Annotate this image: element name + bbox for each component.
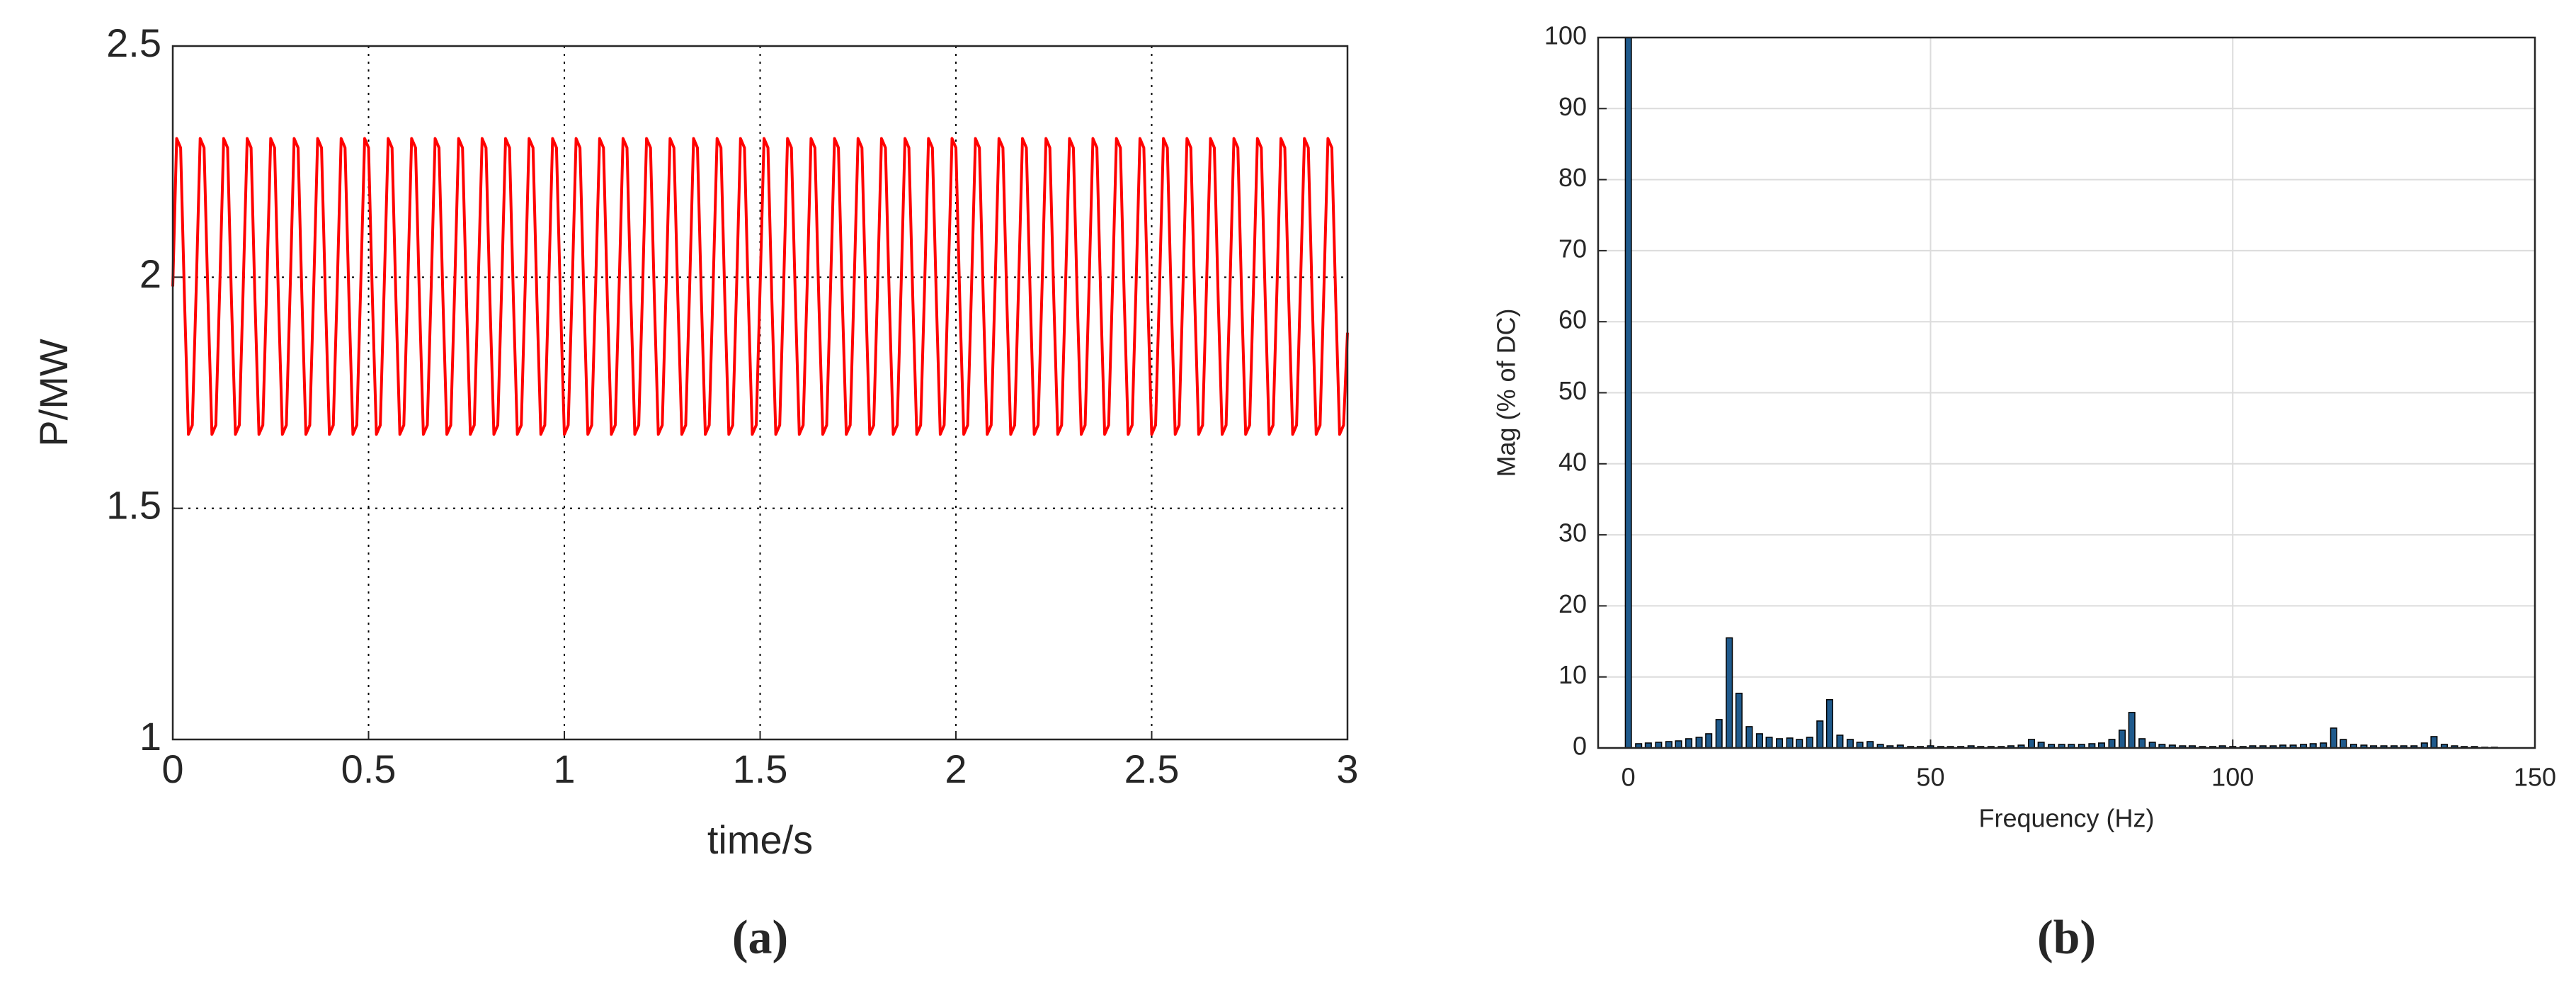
bar xyxy=(1715,719,1723,749)
y-axis-label: Mag (% of DC) xyxy=(1492,308,1521,477)
y-tick-label: 1.5 xyxy=(106,482,161,527)
bar xyxy=(1624,37,1632,749)
plot-frame xyxy=(1597,36,2536,749)
y-tick-label: 40 xyxy=(1558,447,1587,476)
bar xyxy=(1755,733,1763,749)
x-tick-label: 1 xyxy=(553,747,575,791)
bar xyxy=(1765,737,1773,749)
x-tick-label: 0 xyxy=(161,747,183,791)
bar xyxy=(1816,720,1824,749)
bar xyxy=(1806,737,1813,749)
x-tick-label: 1.5 xyxy=(733,747,788,791)
x-tick-label: 2 xyxy=(945,747,967,791)
bar xyxy=(2138,738,2146,749)
bar xyxy=(1695,737,1703,749)
bar xyxy=(1846,739,1854,749)
y-tick-label: 1 xyxy=(139,714,161,759)
bar xyxy=(1675,740,1682,749)
bar xyxy=(1745,726,1753,749)
x-axis-label: time/s xyxy=(707,817,813,862)
x-tick-label: 3 xyxy=(1336,747,1358,791)
plot-area xyxy=(173,46,1347,739)
y-tick-label: 70 xyxy=(1558,234,1587,263)
bar xyxy=(1705,733,1713,749)
y-tick-label: 50 xyxy=(1558,376,1587,405)
bar xyxy=(2119,730,2126,749)
bar xyxy=(1786,737,1794,749)
y-tick-label: 80 xyxy=(1558,163,1587,192)
x-tick-label: 50 xyxy=(1916,763,1944,792)
bar xyxy=(2128,712,2136,749)
y-axis-label: P/MW xyxy=(31,339,76,447)
y-tick-label: 2.5 xyxy=(106,21,161,65)
bar xyxy=(2340,739,2347,749)
plot-frame xyxy=(171,45,1349,741)
y-tick-label: 100 xyxy=(1544,21,1587,50)
panel-label: (a) xyxy=(732,910,788,964)
bar xyxy=(1825,699,1833,749)
bar xyxy=(1796,739,1803,749)
x-tick-label: 0 xyxy=(1622,763,1636,792)
y-tick-label: 0 xyxy=(1573,732,1587,761)
bar xyxy=(1776,738,1784,749)
x-tick-label: 100 xyxy=(2211,763,2254,792)
y-tick-label: 2 xyxy=(139,251,161,296)
panel-label: (b) xyxy=(2037,910,2096,964)
bar xyxy=(1685,738,1693,749)
y-tick-label: 20 xyxy=(1558,589,1587,618)
y-tick-label: 60 xyxy=(1558,305,1587,334)
bar xyxy=(1867,741,1874,749)
bar xyxy=(1735,693,1743,749)
bar xyxy=(2430,736,2438,749)
bar xyxy=(1665,741,1672,749)
y-tick-label: 10 xyxy=(1558,660,1587,689)
x-tick-label: 0.5 xyxy=(341,747,397,791)
x-tick-label: 150 xyxy=(2514,763,2556,792)
bar xyxy=(2027,739,2036,749)
y-tick-label: 90 xyxy=(1558,92,1587,121)
bar xyxy=(1836,735,1844,749)
x-tick-label: 2.5 xyxy=(1124,747,1180,791)
bar xyxy=(1726,637,1733,749)
bar xyxy=(2330,727,2337,749)
y-tick-label: 30 xyxy=(1558,518,1587,548)
data-line xyxy=(171,137,1349,436)
bar xyxy=(2108,739,2116,749)
x-axis-label: Frequency (Hz) xyxy=(1978,804,2154,833)
